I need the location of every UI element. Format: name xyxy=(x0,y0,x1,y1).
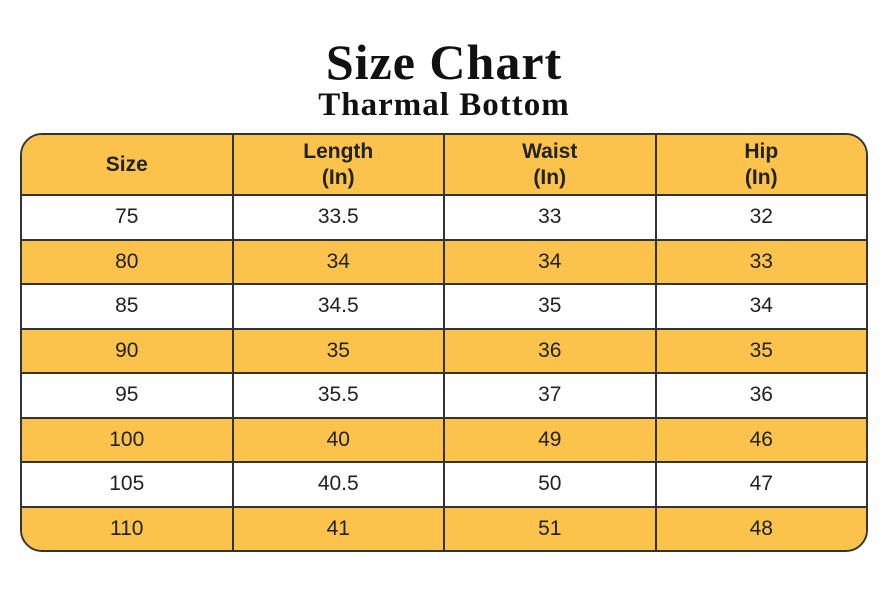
table-cell: 100 xyxy=(109,427,145,451)
table-cell: 46 xyxy=(654,418,867,461)
header-text: (In) xyxy=(744,165,778,189)
table-cell: 48 xyxy=(654,507,867,550)
table-cell: 40.5 xyxy=(231,463,444,506)
table-cell: 90 xyxy=(115,338,139,362)
header-text: Size xyxy=(105,152,148,176)
table-cell: 105 xyxy=(109,472,145,496)
table-cell: 49 xyxy=(443,418,655,461)
table-row: 80 34 34 33 xyxy=(22,238,867,283)
header-text: Waist xyxy=(522,139,578,163)
table-row: 85 34.5 35 34 xyxy=(22,283,866,328)
table-cell: 35 xyxy=(231,329,444,372)
table-row: 110 41 51 48 xyxy=(22,505,867,550)
header-cell: Waist (In) xyxy=(443,135,655,194)
table-cell: 35 xyxy=(443,285,655,328)
table-cell: 51 xyxy=(443,507,655,550)
header-cell: Size xyxy=(22,135,232,194)
header-cell: Hip (In) xyxy=(654,135,867,194)
table-cell: 33 xyxy=(654,240,867,283)
table-cell: 110 xyxy=(110,516,144,540)
table-cell: 34 xyxy=(654,285,867,328)
table-cell: 34 xyxy=(231,240,444,283)
table-row: 95 35.5 37 36 xyxy=(22,372,866,417)
header-row: Size Length (In) Waist (In) Hip (In) xyxy=(22,135,866,194)
table-cell: 41 xyxy=(231,507,444,550)
table-cell: 50 xyxy=(443,463,655,506)
table-cell: 33 xyxy=(443,196,655,239)
table-cell: 35 xyxy=(654,329,867,372)
subtitle: Tharmal Bottom xyxy=(318,87,570,123)
header-text: (In) xyxy=(321,165,355,189)
table-cell: 95 xyxy=(115,383,139,407)
table-cell: 85 xyxy=(115,294,139,318)
table-cell: 75 xyxy=(115,205,139,229)
table-cell: 33.5 xyxy=(231,196,444,239)
table-cell: 35.5 xyxy=(231,374,444,417)
table-cell: 32 xyxy=(654,196,867,239)
table-cell: 36 xyxy=(654,374,867,417)
table-cell: 37 xyxy=(443,374,655,417)
size-table: Size Length (In) Waist (In) Hip (In) 75 33.5 33 32… xyxy=(20,133,868,552)
header-cell: Length (In) xyxy=(231,135,444,194)
table-cell: 40 xyxy=(231,418,444,461)
table-row: 100 40 49 46 xyxy=(22,416,867,461)
header-text: Hip xyxy=(744,139,779,163)
table-cell: 34 xyxy=(443,240,655,283)
table-row: 75 33.5 33 32 xyxy=(22,194,866,239)
table-cell: 47 xyxy=(654,463,867,506)
table-cell: 36 xyxy=(443,329,655,372)
table-row: 105 40.5 50 47 xyxy=(22,461,866,506)
title: Size Chart xyxy=(325,34,563,90)
table-row: 90 35 36 35 xyxy=(22,327,867,372)
header-text: Length xyxy=(303,139,374,163)
table-cell: 80 xyxy=(115,249,139,273)
table-cell: 34.5 xyxy=(231,285,444,328)
header-text: (In) xyxy=(533,165,567,189)
